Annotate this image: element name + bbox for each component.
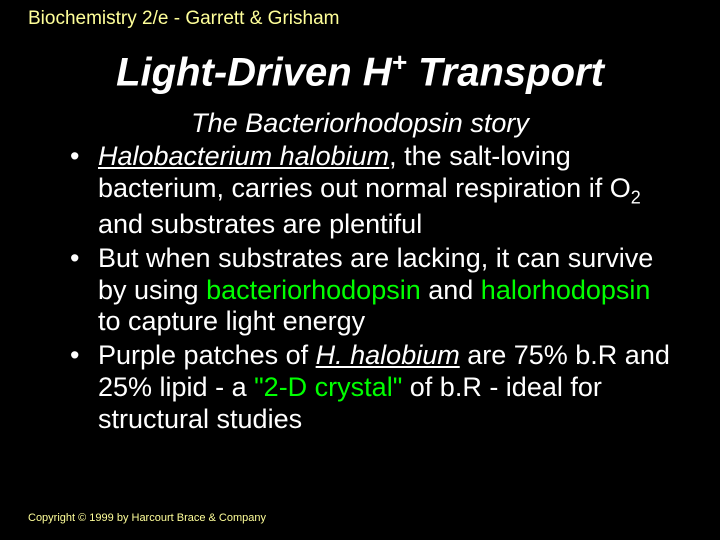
slide-header: Biochemistry 2/e - Garrett & Grisham: [0, 0, 720, 30]
bullet-item: Purple patches of H. halobium are 75% b.…: [70, 340, 672, 436]
subscript: 2: [631, 188, 641, 208]
copyright-footer: Copyright © 1999 by Harcourt Brace & Com…: [28, 512, 266, 524]
bullet-list: Halobacterium halobium, the salt-loving …: [0, 141, 720, 436]
slide-subtitle: The Bacteriorhodopsin story: [0, 108, 720, 139]
bullet-text: and: [421, 275, 481, 305]
highlight-term: bacteriorhodopsin: [206, 275, 421, 305]
species-name: H. halobium: [316, 340, 460, 370]
slide: Biochemistry 2/e - Garrett & Grisham Lig…: [0, 0, 720, 540]
highlight-term: "2-D crystal": [254, 372, 402, 402]
highlight-term: halorhodopsin: [481, 275, 651, 305]
bullet-text: to capture light energy: [98, 306, 365, 336]
species-name: Halobacterium halobium: [98, 141, 389, 171]
slide-title: Light-Driven H+ Transport: [0, 48, 720, 94]
bullet-text: Purple patches of: [98, 340, 316, 370]
bullet-item: But when substrates are lacking, it can …: [70, 243, 672, 339]
title-pre: Light-Driven H: [116, 50, 392, 94]
title-superscript: +: [392, 47, 407, 77]
bullet-text: and substrates are plentiful: [98, 209, 422, 239]
title-post: Transport: [407, 50, 604, 94]
bullet-item: Halobacterium halobium, the salt-loving …: [70, 141, 672, 240]
